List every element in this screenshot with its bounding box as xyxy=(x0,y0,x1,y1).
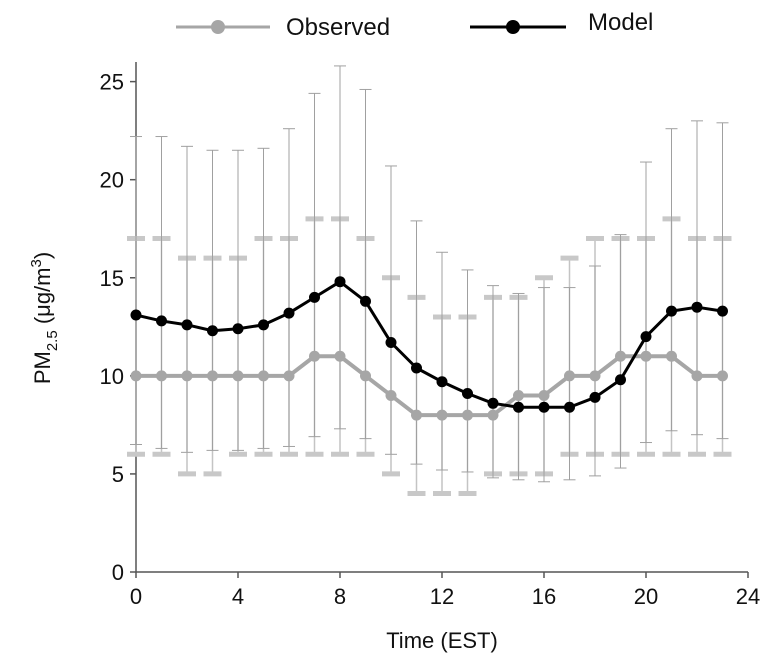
observed-point xyxy=(334,350,346,362)
model-point xyxy=(691,301,703,313)
x-tick-label: 16 xyxy=(532,584,556,609)
observed-point xyxy=(640,350,652,362)
model-point xyxy=(564,401,575,413)
observed-point xyxy=(564,370,575,382)
model-point xyxy=(385,337,397,348)
observed-point xyxy=(385,389,397,401)
model-point xyxy=(181,319,193,331)
series-lines xyxy=(135,280,723,418)
observed-point xyxy=(462,409,473,421)
observed-point xyxy=(360,370,371,382)
y-tick-label: 20 xyxy=(100,168,124,193)
x-axis-title: Time (EST) xyxy=(386,628,498,653)
y-tick-label: 15 xyxy=(100,266,124,291)
y-axis-title-unit-sup: 3 xyxy=(28,259,45,267)
y-axis-title-unit-close: ) xyxy=(30,252,55,259)
model-point xyxy=(717,305,728,317)
model-point xyxy=(487,397,499,409)
observed-point xyxy=(207,370,218,382)
model-point xyxy=(207,325,218,337)
model-series-line xyxy=(135,280,723,409)
model-point xyxy=(232,323,244,335)
model-point xyxy=(615,374,626,386)
observed-point xyxy=(538,389,550,401)
observed-point xyxy=(717,370,728,382)
legend-model-marker xyxy=(506,20,520,34)
y-axis-title-main: PM xyxy=(30,351,55,384)
y-axis-title-unit: (μg/m xyxy=(30,268,55,331)
observed-point xyxy=(181,370,193,382)
observed-point xyxy=(615,350,626,362)
model-point xyxy=(538,401,550,413)
model-point xyxy=(640,331,652,343)
model-point xyxy=(513,401,524,413)
observed-point xyxy=(130,370,142,382)
observed-point xyxy=(156,370,167,382)
y-axis-title: PM2.5 (μg/m3) xyxy=(28,252,61,384)
model-point xyxy=(666,305,677,317)
model-point xyxy=(360,295,371,307)
observed-point xyxy=(513,389,524,401)
y-tick-label: 0 xyxy=(112,560,124,585)
observed-point xyxy=(411,409,422,421)
observed-point xyxy=(691,370,703,382)
x-tick-label: 12 xyxy=(430,584,454,609)
y-tick-label: 10 xyxy=(100,364,124,389)
y-ticks: 0 5 10 15 20 25 xyxy=(100,70,136,585)
y-tick-label: 5 xyxy=(112,462,124,487)
x-tick-label: 24 xyxy=(736,584,760,609)
legend-observed-marker xyxy=(211,20,225,34)
x-tick-label: 0 xyxy=(130,584,142,609)
legend-observed-label: Observed xyxy=(286,14,390,41)
legend-model-label: Model xyxy=(588,9,653,36)
y-axis-title-sub: 2.5 xyxy=(44,330,61,351)
model-point xyxy=(462,388,473,399)
model-point xyxy=(258,319,269,331)
observed-point xyxy=(232,370,244,382)
model-point xyxy=(309,291,320,303)
model-point xyxy=(156,315,167,327)
x-tick-label: 8 xyxy=(334,584,346,609)
observed-point xyxy=(258,370,269,382)
observed-point xyxy=(436,409,448,421)
observed-point xyxy=(283,370,295,382)
legend: Observed Model xyxy=(176,9,653,41)
x-tick-label: 20 xyxy=(634,584,658,609)
observed-series-line xyxy=(136,354,723,418)
model-point xyxy=(334,276,346,288)
y-tick-label: 25 xyxy=(100,70,124,95)
observed-point xyxy=(487,409,499,421)
observed-point xyxy=(589,370,601,382)
error-bars xyxy=(127,65,732,497)
model-point xyxy=(589,391,601,403)
observed-point xyxy=(666,350,677,362)
observed-point xyxy=(309,350,320,362)
x-ticks: 0 4 8 12 16 20 24 xyxy=(130,572,760,609)
model-point xyxy=(130,309,142,321)
model-point xyxy=(436,376,448,388)
model-point xyxy=(283,307,295,319)
x-tick-label: 4 xyxy=(232,584,244,609)
series-points xyxy=(130,276,728,421)
model-point xyxy=(411,362,422,374)
